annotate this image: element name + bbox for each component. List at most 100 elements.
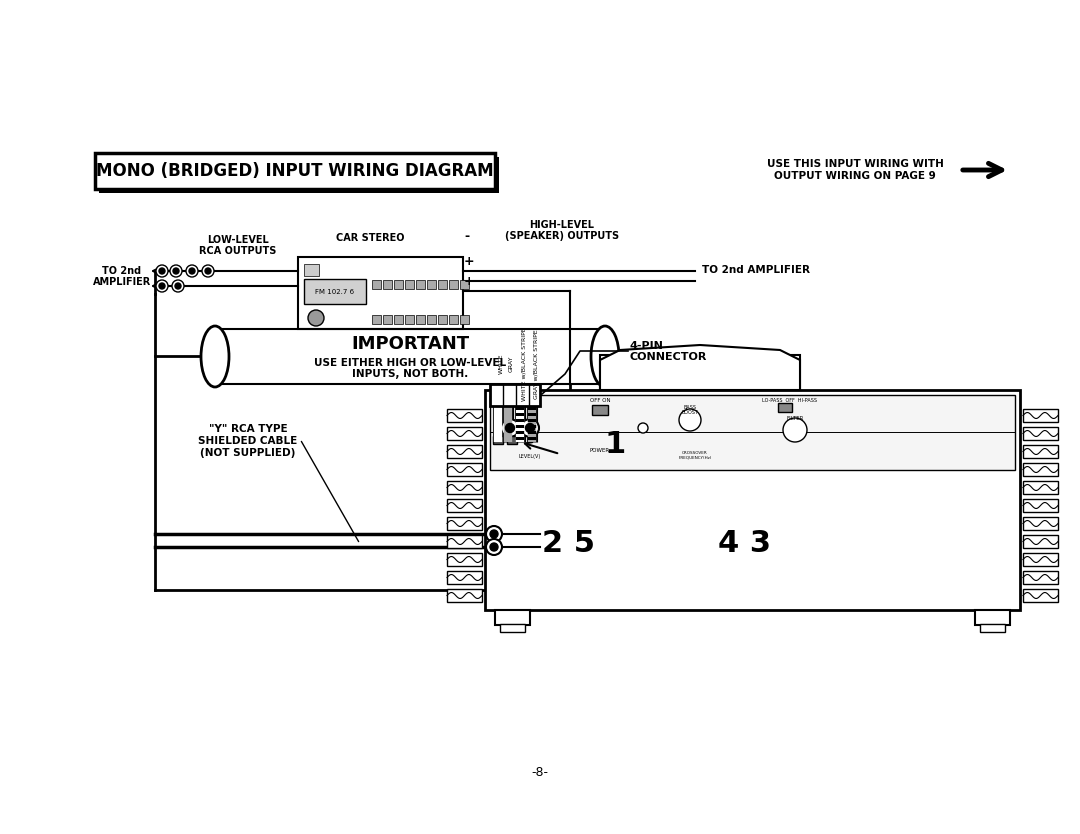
Bar — [447, 445, 482, 458]
Circle shape — [172, 280, 184, 292]
Text: 4-PIN: 4-PIN — [630, 341, 664, 351]
Text: OFF ON: OFF ON — [590, 398, 610, 403]
Bar — [1023, 571, 1058, 584]
Bar — [405, 280, 414, 289]
Text: IMPORTANT: IMPORTANT — [351, 335, 469, 354]
Circle shape — [501, 419, 519, 437]
Bar — [95, 153, 495, 189]
Circle shape — [159, 268, 165, 274]
Bar — [416, 315, 426, 324]
Text: -8-: -8- — [531, 766, 549, 778]
Bar — [485, 390, 1020, 610]
Bar — [416, 280, 426, 289]
Text: SHIELDED CABLE: SHIELDED CABLE — [199, 436, 298, 446]
Bar — [372, 315, 381, 324]
Ellipse shape — [591, 326, 619, 387]
Bar — [383, 280, 392, 289]
Bar — [592, 405, 608, 415]
Text: WHITE: WHITE — [499, 354, 504, 374]
Bar — [383, 315, 392, 324]
Text: 2 5: 2 5 — [541, 530, 594, 559]
Circle shape — [175, 283, 181, 289]
Bar — [1023, 553, 1058, 566]
Bar — [438, 315, 447, 324]
Bar — [600, 355, 800, 390]
Bar — [449, 280, 458, 289]
Bar — [449, 315, 458, 324]
Ellipse shape — [201, 326, 229, 387]
Bar — [500, 624, 525, 632]
Circle shape — [526, 424, 535, 433]
Bar — [438, 280, 447, 289]
Circle shape — [186, 265, 198, 277]
Text: HIGH-LEVEL: HIGH-LEVEL — [529, 220, 594, 230]
Bar — [490, 395, 1015, 470]
Text: USE THIS INPUT WIRING WITH: USE THIS INPUT WIRING WITH — [767, 159, 944, 169]
Bar — [394, 315, 403, 324]
Text: 4 3: 4 3 — [718, 530, 771, 559]
Bar — [778, 403, 792, 412]
Circle shape — [505, 424, 514, 433]
Circle shape — [486, 526, 502, 542]
Circle shape — [490, 543, 498, 551]
Circle shape — [521, 419, 539, 437]
Bar — [303, 264, 319, 276]
Bar — [99, 157, 499, 193]
Bar — [405, 315, 414, 324]
Text: LOW IN: LOW IN — [519, 398, 540, 403]
Bar — [447, 427, 482, 440]
Text: FM 102.7 6: FM 102.7 6 — [315, 289, 354, 295]
Text: -: - — [464, 229, 469, 243]
Bar — [1023, 445, 1058, 458]
Bar — [447, 589, 482, 602]
Circle shape — [783, 418, 807, 442]
Bar — [427, 315, 436, 324]
Circle shape — [202, 265, 214, 277]
Text: USE EITHER HIGH OR LOW-LEVEL: USE EITHER HIGH OR LOW-LEVEL — [314, 358, 507, 368]
Text: OUTPUT WIRING ON PAGE 9: OUTPUT WIRING ON PAGE 9 — [774, 171, 936, 181]
Bar — [447, 463, 482, 476]
Bar — [372, 280, 381, 289]
Text: -: - — [464, 265, 469, 278]
Circle shape — [189, 268, 195, 274]
Bar — [490, 384, 540, 406]
Text: AMPLIFIER: AMPLIFIER — [93, 277, 151, 287]
Bar — [447, 535, 482, 548]
Bar — [1023, 499, 1058, 512]
Bar — [447, 481, 482, 494]
Circle shape — [156, 280, 168, 292]
Bar — [447, 571, 482, 584]
Bar — [460, 280, 469, 289]
Bar — [447, 517, 482, 530]
Bar — [447, 499, 482, 512]
Bar — [1023, 517, 1058, 530]
Bar — [447, 553, 482, 566]
Text: WHITE w/BLACK STRIPE: WHITE w/BLACK STRIPE — [521, 327, 526, 401]
Text: GRAY w/BLACK STRIPE: GRAY w/BLACK STRIPE — [534, 329, 538, 399]
Circle shape — [205, 268, 211, 274]
Text: TO 2nd AMPLIFIER: TO 2nd AMPLIFIER — [702, 265, 810, 275]
Bar — [507, 436, 517, 444]
Bar — [495, 610, 530, 625]
Text: LOW-LEVEL: LOW-LEVEL — [207, 235, 269, 245]
Text: "Y" RCA TYPE: "Y" RCA TYPE — [208, 424, 287, 434]
Circle shape — [490, 530, 498, 538]
Text: BASS
BOOST: BASS BOOST — [681, 404, 699, 415]
Text: GRAY: GRAY — [509, 356, 514, 372]
Circle shape — [159, 283, 165, 289]
Bar — [492, 436, 503, 444]
Text: CROSSOVER
FREQUENCY(Hz): CROSSOVER FREQUENCY(Hz) — [678, 450, 712, 460]
Text: MONO (BRIDGED) INPUT WIRING DIAGRAM: MONO (BRIDGED) INPUT WIRING DIAGRAM — [96, 162, 494, 180]
Bar — [1023, 427, 1058, 440]
Circle shape — [170, 265, 183, 277]
Text: INPUTS, NOT BOTH.: INPUTS, NOT BOTH. — [352, 369, 468, 379]
Bar — [1023, 409, 1058, 422]
Bar — [394, 280, 403, 289]
Text: (SPEAKER) OUTPUTS: (SPEAKER) OUTPUTS — [505, 231, 619, 241]
Bar — [975, 610, 1010, 625]
Bar — [1023, 481, 1058, 494]
Text: POWER: POWER — [590, 448, 610, 453]
Text: FILTER: FILTER — [786, 415, 804, 420]
Bar — [460, 315, 469, 324]
Circle shape — [173, 268, 179, 274]
